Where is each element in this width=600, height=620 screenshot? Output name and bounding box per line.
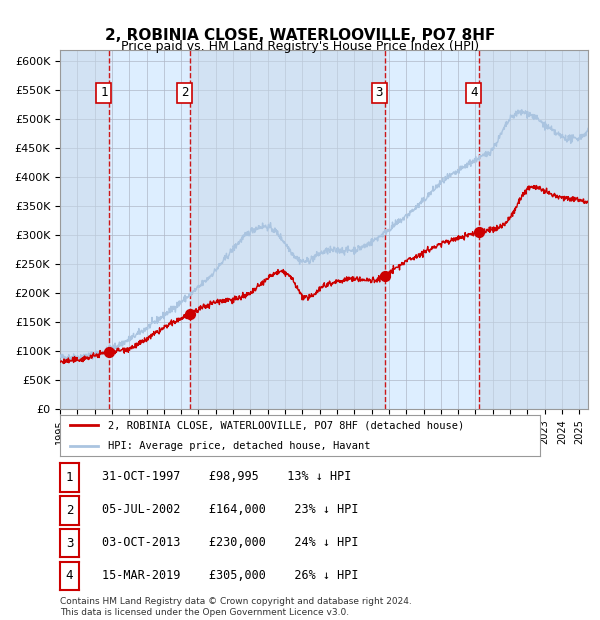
Text: 2: 2 bbox=[66, 504, 73, 516]
Text: 05-JUL-2002    £164,000    23% ↓ HPI: 05-JUL-2002 £164,000 23% ↓ HPI bbox=[102, 503, 359, 516]
Point bbox=[185, 309, 195, 319]
Text: Contains HM Land Registry data © Crown copyright and database right 2024.
This d: Contains HM Land Registry data © Crown c… bbox=[60, 598, 412, 617]
Text: HPI: Average price, detached house, Havant: HPI: Average price, detached house, Hava… bbox=[108, 441, 371, 451]
Text: 2, ROBINIA CLOSE, WATERLOOVILLE, PO7 8HF: 2, ROBINIA CLOSE, WATERLOOVILLE, PO7 8HF bbox=[105, 28, 495, 43]
Text: 1: 1 bbox=[100, 86, 107, 99]
Text: Price paid vs. HM Land Registry's House Price Index (HPI): Price paid vs. HM Land Registry's House … bbox=[121, 40, 479, 53]
Text: 31-OCT-1997    £98,995    13% ↓ HPI: 31-OCT-1997 £98,995 13% ↓ HPI bbox=[102, 470, 352, 483]
Bar bbox=[60, 50, 109, 409]
Point bbox=[380, 271, 389, 281]
Text: 2, ROBINIA CLOSE, WATERLOOVILLE, PO7 8HF (detached house): 2, ROBINIA CLOSE, WATERLOOVILLE, PO7 8HF… bbox=[108, 420, 464, 430]
Text: 3: 3 bbox=[66, 537, 73, 549]
Text: 03-OCT-2013    £230,000    24% ↓ HPI: 03-OCT-2013 £230,000 24% ↓ HPI bbox=[102, 536, 359, 549]
Point bbox=[104, 347, 114, 356]
Bar bbox=[479, 50, 588, 409]
Text: 15-MAR-2019    £305,000    26% ↓ HPI: 15-MAR-2019 £305,000 26% ↓ HPI bbox=[102, 569, 359, 582]
Text: 4: 4 bbox=[470, 86, 478, 99]
Text: 2: 2 bbox=[181, 86, 188, 99]
Text: 3: 3 bbox=[376, 86, 383, 99]
Bar bbox=[190, 50, 385, 409]
Text: 1: 1 bbox=[66, 471, 73, 484]
Point bbox=[475, 228, 484, 237]
Text: 4: 4 bbox=[66, 570, 73, 582]
